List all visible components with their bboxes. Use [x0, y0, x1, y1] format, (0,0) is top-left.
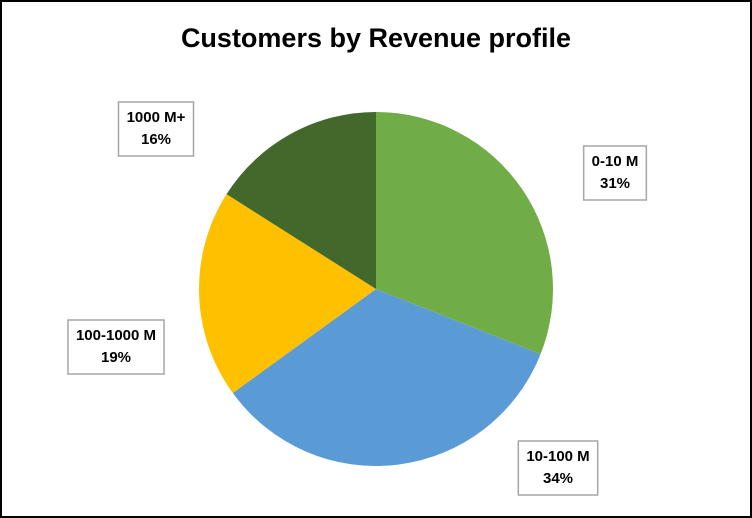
data-label: 100-1000 M 19% [67, 319, 165, 375]
label-box [67, 319, 165, 375]
label-box [517, 440, 599, 496]
label-category: 1000 M+ [127, 109, 186, 126]
pie-slice [232, 289, 541, 467]
label-box [117, 101, 195, 157]
label-value: 19% [101, 349, 131, 366]
label-category: 0-10 M [592, 153, 639, 170]
data-label: 1000 M+ 16% [117, 101, 195, 157]
label-value: 16% [141, 131, 171, 148]
label-category: 10-100 M [526, 448, 589, 465]
label-box [582, 145, 648, 201]
label-category: 100-1000 M [76, 327, 156, 344]
data-label: 10-100 M 34% [517, 440, 599, 496]
data-label: 0-10 M 31% [582, 145, 648, 201]
pie-slice [226, 112, 376, 289]
label-value: 31% [600, 175, 630, 192]
pie-slice [198, 194, 376, 394]
label-value: 34% [543, 470, 573, 487]
pie-slice [376, 112, 553, 355]
chart-title: Customers by Revenue profile [181, 23, 571, 53]
